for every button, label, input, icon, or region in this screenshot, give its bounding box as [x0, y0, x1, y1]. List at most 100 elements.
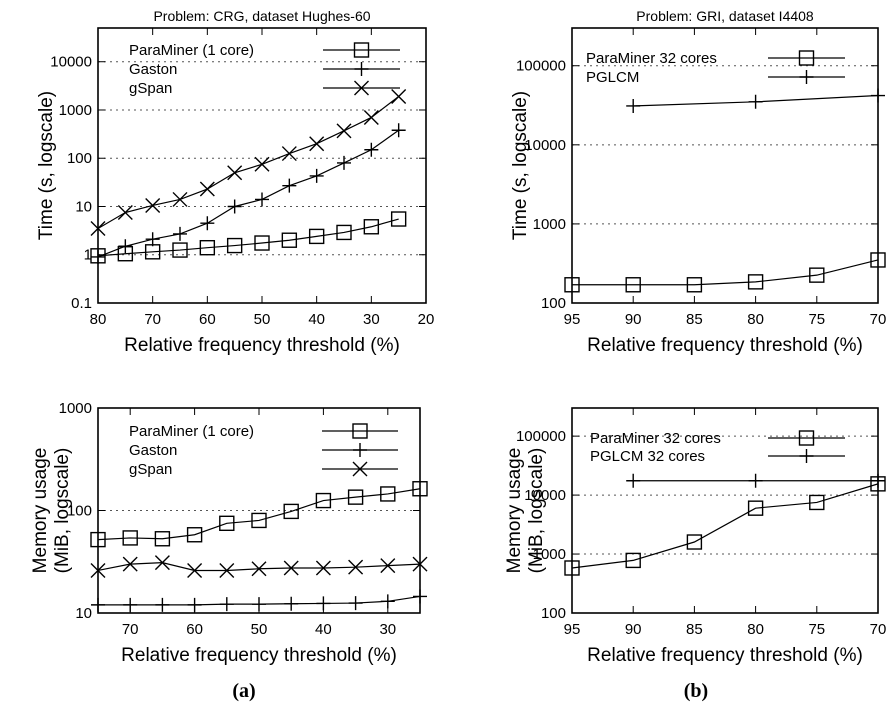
legend-label: ParaMiner (1 core) [129, 42, 254, 59]
data-point [90, 562, 106, 578]
data-point [747, 274, 764, 290]
legend-label: PGLCM 32 cores [590, 448, 705, 465]
data-point [380, 486, 396, 502]
data-point [251, 512, 267, 529]
legend-marker [799, 449, 814, 463]
data-point [219, 515, 235, 532]
data-point [315, 560, 331, 576]
data-point [283, 503, 299, 520]
legend-marker [353, 443, 367, 457]
data-point [380, 594, 395, 609]
y-tick-label: 100 [541, 605, 566, 622]
data-point [154, 555, 170, 571]
plot-frame [97, 27, 427, 304]
legend-marker [799, 70, 814, 84]
legend-entry [768, 430, 845, 446]
data-point [117, 205, 133, 221]
x-tick-label: 75 [808, 621, 825, 638]
y-axis-label: Memory usage [30, 448, 51, 574]
series-square [90, 211, 407, 264]
x-tick-label: 70 [870, 621, 887, 638]
data-point [686, 277, 703, 293]
series-plus [91, 589, 427, 612]
data-point [626, 473, 641, 488]
data-point [347, 489, 364, 505]
x-tick-label: 85 [686, 311, 703, 328]
series-square [564, 476, 886, 576]
series-square [564, 252, 886, 293]
data-point [363, 109, 379, 125]
x-tick-label: 80 [90, 311, 107, 328]
y-tick-label: 0.1 [71, 295, 92, 312]
legend-label: PGLCM [586, 69, 639, 86]
legend-marker [353, 42, 370, 58]
series-plus [626, 88, 885, 113]
data-point [747, 500, 764, 516]
legend-label: ParaMiner 32 cores [586, 50, 717, 67]
data-point [227, 165, 243, 181]
y-tick-label: 100000 [516, 428, 566, 445]
legend-entry [768, 70, 845, 84]
legend-label: Gaston [129, 61, 177, 78]
x-tick-label: 30 [379, 621, 396, 638]
data-point [315, 492, 332, 509]
data-point [200, 216, 215, 231]
chart-title: Problem: GRI, dataset I4408 [636, 8, 814, 24]
y-axis-label-unit: (MiB, logscale) [52, 448, 73, 574]
data-point [118, 239, 133, 254]
series-x [90, 89, 407, 236]
x-tick-label: 85 [686, 621, 703, 638]
x-tick-label: 20 [418, 311, 435, 328]
data-point [251, 561, 267, 577]
series-plus [91, 123, 406, 264]
series-line [97, 96, 400, 230]
caption-a: (a) [232, 680, 255, 702]
data-point [281, 146, 297, 162]
chart-panel-2 [564, 27, 886, 304]
data-point [219, 597, 234, 612]
y-tick-label: 10000 [524, 137, 566, 154]
chart-panel-1 [90, 27, 427, 304]
data-point [186, 527, 203, 543]
x-tick-label: 90 [625, 311, 642, 328]
chart-panel-3 [90, 407, 428, 614]
x-tick-label: 40 [315, 621, 332, 638]
series-line [97, 129, 400, 258]
plot-frame [571, 27, 879, 304]
data-point [254, 235, 270, 251]
data-point [91, 597, 105, 612]
data-point [187, 597, 202, 612]
legend-marker [352, 423, 368, 439]
data-point [227, 199, 242, 214]
legend-label: gSpan [129, 80, 172, 97]
x-tick-label: 60 [199, 311, 216, 328]
data-point [348, 596, 363, 611]
data-point [336, 224, 352, 241]
x-axis-label: Relative frequency threshold (%) [587, 645, 863, 666]
x-axis-label: Relative frequency threshold (%) [587, 335, 863, 356]
data-point [363, 219, 380, 235]
series-square [90, 481, 428, 548]
y-axis-label: Time (s, logscale) [510, 91, 531, 240]
legend-marker [352, 461, 368, 477]
x-axis-label: Relative frequency threshold (%) [124, 335, 400, 356]
y-tick-label: 1000 [533, 546, 566, 563]
data-point [173, 226, 187, 241]
legend-label: Gaston [129, 442, 177, 459]
data-point [199, 181, 215, 197]
data-point [283, 560, 299, 576]
series-line [97, 218, 399, 257]
y-axis-label: Time (s, logscale) [36, 91, 57, 240]
y-tick-label: 1000 [59, 102, 92, 119]
y-tick-label: 100 [67, 150, 92, 167]
x-tick-label: 60 [186, 621, 203, 638]
data-point [154, 531, 171, 547]
x-tick-label: 95 [564, 621, 581, 638]
data-point [412, 481, 428, 497]
legend-marker [354, 62, 369, 76]
data-point [219, 562, 235, 578]
data-point [91, 249, 105, 264]
series-plus [626, 473, 885, 488]
data-point [686, 534, 703, 550]
data-point [413, 589, 427, 604]
